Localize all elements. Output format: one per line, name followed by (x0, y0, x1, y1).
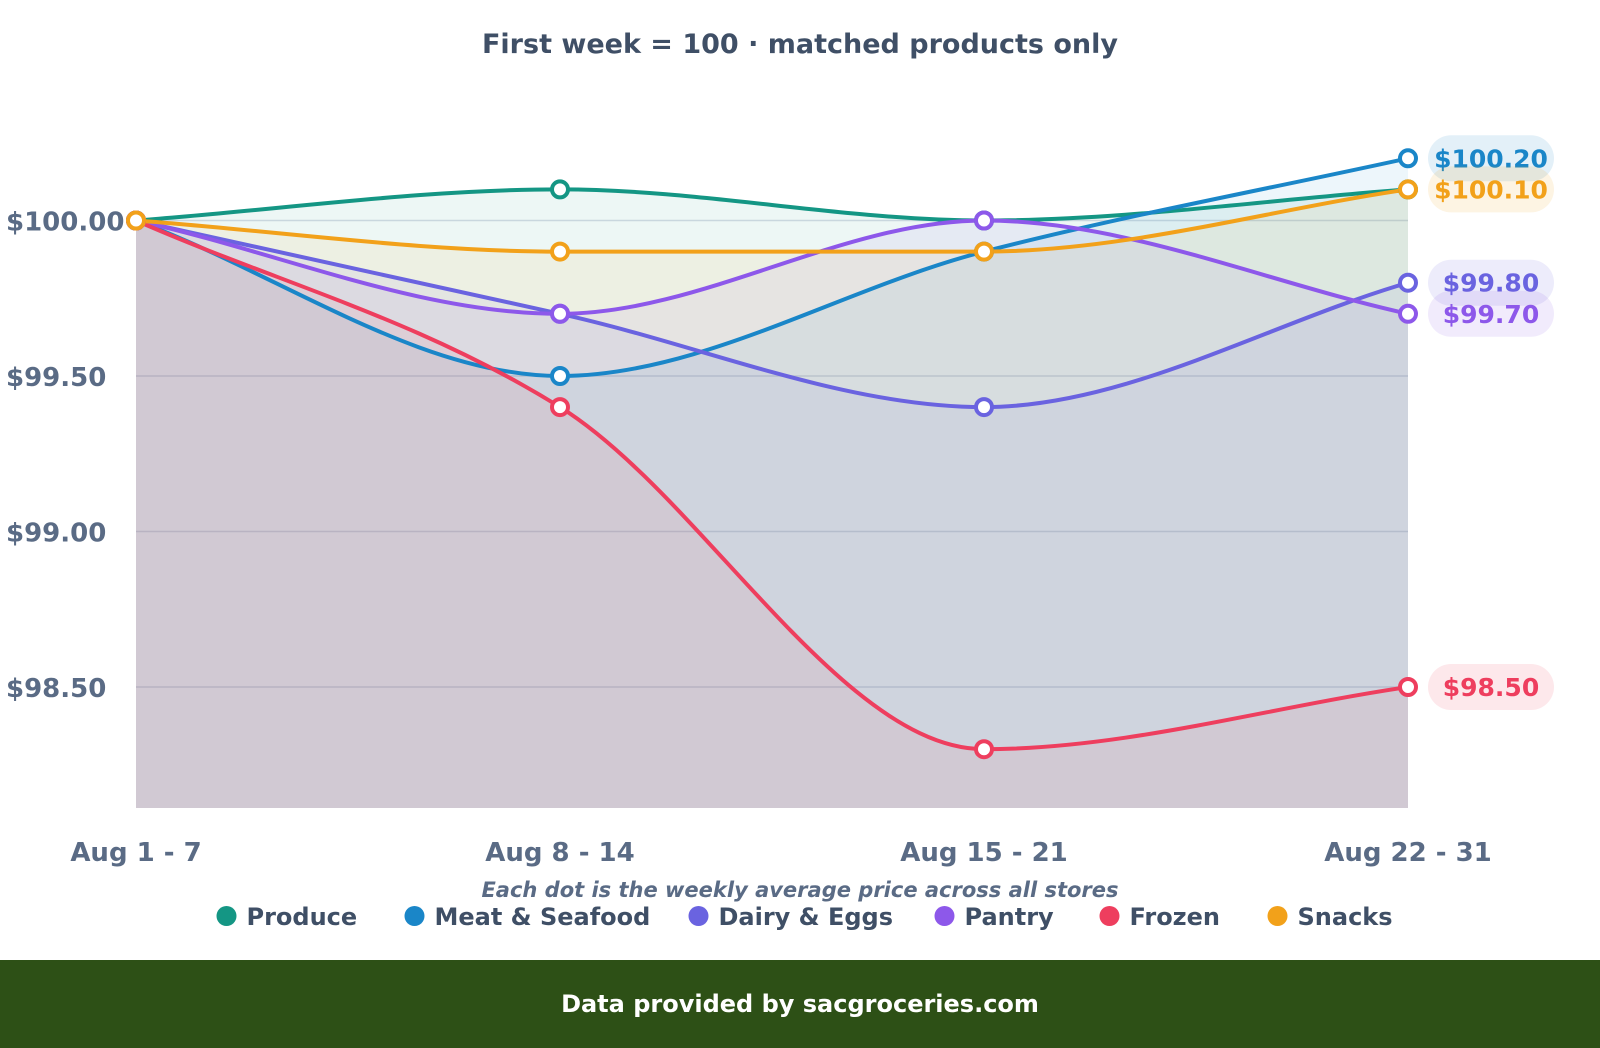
legend-item-meat-seafood[interactable]: Meat & Seafood (404, 903, 651, 931)
legend-dot (404, 906, 425, 926)
legend-item-snacks[interactable]: Snacks (1267, 903, 1393, 931)
legend-label: Pantry (965, 903, 1055, 931)
end-label-badge (1428, 290, 1554, 337)
footer-credit: Data provided by sacgroceries.com (561, 990, 1039, 1018)
data-point-snacks[interactable] (550, 241, 570, 262)
legend-label: Meat & Seafood (435, 903, 651, 931)
price-index-chart: First week = 100 · matched products only… (6, 29, 1554, 931)
end-label-text: $100.20 (1434, 144, 1548, 173)
end-label-snacks: $100.10 (1428, 166, 1554, 213)
series-area-pantry (136, 220, 1408, 808)
x-axis-tick-labels: Aug 1 - 7 Aug 8 - 14 Aug 15 - 21 Aug 22 - 3… (70, 838, 1491, 868)
x-tick-label: Aug 1 - 7 (70, 838, 201, 868)
chart-title: First week = 100 · matched products only (482, 29, 1118, 60)
series-line-meat-seafood (134, 156, 1410, 379)
end-label-meat-seafood: $100.20 (1428, 135, 1554, 182)
legend-item-pantry[interactable]: Pantry (934, 903, 1055, 931)
data-point-frozen[interactable] (974, 739, 994, 760)
legend-dot (1099, 906, 1120, 926)
legend-label: Produce (247, 903, 358, 931)
end-label-text: $100.10 (1434, 175, 1548, 204)
data-point-pantry[interactable] (1398, 303, 1418, 324)
series-line-pantry (134, 218, 1410, 316)
data-point-meat-seafood[interactable] (1398, 148, 1418, 169)
series-points (126, 148, 1418, 760)
series-area-meat-seafood (136, 158, 1408, 809)
data-point-produce[interactable] (550, 179, 570, 200)
legend-item-frozen[interactable]: Frozen (1099, 903, 1221, 931)
end-label-badge (1428, 259, 1554, 306)
end-label-badge (1428, 166, 1554, 213)
series-line-produce (134, 187, 1410, 223)
series-line-dairy-eggs (134, 218, 1410, 410)
x-tick-label: Aug 8 - 14 (485, 838, 634, 868)
legend-label: Dairy & Eggs (719, 903, 894, 931)
y-tick-label: $99.50 (6, 363, 106, 393)
end-label-badge (1428, 664, 1554, 710)
series-line-frozen (134, 218, 1410, 752)
data-point-snacks[interactable] (126, 210, 146, 231)
end-label-text: $99.70 (1443, 300, 1539, 329)
y-tick-label: $98.50 (6, 674, 106, 704)
series-end-labels: $100.20 $99.80$99.70 $98.50 $100.10 (1428, 135, 1554, 710)
data-point-frozen[interactable] (550, 397, 570, 418)
end-label-text: $99.80 (1443, 269, 1539, 298)
y-tick-label: $100.00 (6, 208, 124, 238)
series-area-frozen (136, 220, 1408, 808)
legend-dot (934, 906, 955, 926)
data-point-snacks[interactable] (1398, 179, 1418, 200)
legend-item-produce[interactable]: Produce (216, 903, 358, 931)
series-area-produce (136, 189, 1408, 808)
legend: Produce Meat & Seafood Dairy & Eggs Pantry F… (216, 903, 1393, 931)
data-point-frozen[interactable] (1398, 677, 1418, 697)
x-tick-label: Aug 22 - 31 (1324, 838, 1492, 868)
legend-item-dairy-eggs[interactable]: Dairy & Eggs (688, 903, 894, 931)
legend-dot (1267, 906, 1288, 926)
gridlines (136, 219, 1408, 688)
end-label-dairy-eggs: $99.80 (1428, 259, 1554, 306)
series-lines (134, 156, 1410, 752)
data-point-meat-seafood[interactable] (550, 366, 570, 386)
series-areas (136, 158, 1408, 809)
series-area-dairy-eggs (136, 220, 1408, 808)
x-axis-label: Each dot is the weekly average price acr… (481, 878, 1118, 902)
x-tick-label: Aug 15 - 21 (900, 838, 1068, 868)
data-point-dairy-eggs[interactable] (1398, 272, 1418, 293)
legend-dot (688, 906, 709, 926)
data-point-snacks[interactable] (974, 241, 994, 262)
end-label-frozen: $98.50 (1428, 664, 1554, 710)
end-label-text: $98.50 (1443, 673, 1539, 702)
data-point-pantry[interactable] (974, 210, 994, 231)
series-line-snacks (134, 187, 1410, 254)
end-label-pantry: $99.70 (1428, 290, 1554, 337)
data-point-dairy-eggs[interactable] (974, 397, 994, 418)
legend-label: Frozen (1130, 903, 1221, 931)
legend-dot (216, 906, 237, 926)
data-point-pantry[interactable] (550, 303, 570, 324)
legend-label: Snacks (1298, 903, 1393, 931)
y-axis-tick-labels: $98.50 $99.00 $99.50 $100.00 (6, 208, 124, 705)
series-area-snacks (136, 189, 1408, 808)
end-label-badge (1428, 135, 1554, 182)
y-tick-label: $99.00 (6, 519, 106, 549)
footer-banner: Data provided by sacgroceries.com (0, 960, 1600, 1048)
